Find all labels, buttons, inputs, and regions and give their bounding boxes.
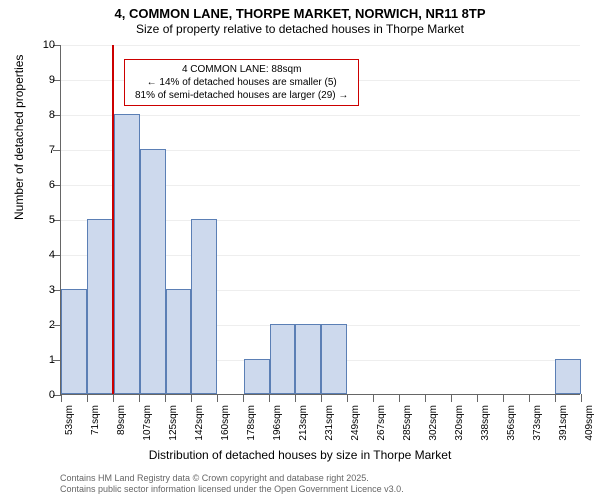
x-tick [321,394,322,402]
x-tick-label: 196sqm [272,405,283,441]
x-tick [61,394,62,402]
x-tick [295,394,296,402]
x-tick [581,394,582,402]
x-tick [269,394,270,402]
attribution: Contains HM Land Registry data © Crown c… [60,473,404,496]
x-tick [217,394,218,402]
x-tick-label: 89sqm [116,405,127,435]
histogram-bar [321,324,347,394]
x-tick-label: 338sqm [480,405,491,441]
x-tick-label: 249sqm [350,405,361,441]
x-tick-label: 302sqm [428,405,439,441]
y-axis-title: Number of detached properties [12,55,26,220]
x-tick [425,394,426,402]
x-tick [139,394,140,402]
annotation-line2: ← 14% of detached houses are smaller (5) [131,76,352,89]
y-tick-label: 7 [25,144,55,156]
x-tick-label: 320sqm [454,405,465,441]
annotation-line1: 4 COMMON LANE: 88sqm [131,63,352,76]
x-tick-label: 142sqm [194,405,205,441]
x-tick-label: 409sqm [584,405,595,441]
y-tick-label: 9 [25,74,55,86]
y-tick-label: 5 [25,214,55,226]
histogram-bar [61,289,87,394]
histogram-bar [114,114,140,394]
x-tick [477,394,478,402]
x-tick-label: 267sqm [376,405,387,441]
histogram-bar [191,219,217,394]
x-tick-label: 53sqm [64,405,75,435]
y-tick-label: 2 [25,319,55,331]
x-tick [529,394,530,402]
chart-title: 4, COMMON LANE, THORPE MARKET, NORWICH, … [0,6,600,21]
histogram-bar [140,149,166,394]
chart-container: 4, COMMON LANE, THORPE MARKET, NORWICH, … [0,0,600,500]
x-tick [373,394,374,402]
x-tick [503,394,504,402]
y-tick-label: 3 [25,284,55,296]
x-tick-label: 285sqm [402,405,413,441]
histogram-bar [270,324,295,394]
histogram-bar [87,219,113,394]
x-tick [555,394,556,402]
y-tick-label: 10 [25,39,55,51]
y-tick-label: 0 [25,389,55,401]
x-tick-label: 231sqm [324,405,335,441]
x-tick-label: 71sqm [90,405,101,435]
annotation-line3: 81% of semi-detached houses are larger (… [131,89,352,102]
x-tick [347,394,348,402]
y-tick-label: 6 [25,179,55,191]
x-tick-label: 160sqm [220,405,231,441]
y-tick-label: 8 [25,109,55,121]
histogram-bar [244,359,270,394]
x-tick-label: 391sqm [558,405,569,441]
x-tick [191,394,192,402]
x-tick-label: 178sqm [246,405,257,441]
x-axis-title: Distribution of detached houses by size … [0,448,600,462]
gridline [61,45,580,46]
x-tick [113,394,114,402]
histogram-bar [295,324,321,394]
x-tick-label: 373sqm [532,405,543,441]
attribution-line2: Contains public sector information licen… [60,484,404,496]
x-tick-label: 107sqm [142,405,153,441]
x-tick-label: 356sqm [506,405,517,441]
x-tick-label: 213sqm [298,405,309,441]
histogram-bar [166,289,191,394]
x-tick [451,394,452,402]
y-tick-label: 1 [25,354,55,366]
y-tick-label: 4 [25,249,55,261]
marker-line [112,45,114,394]
x-tick [243,394,244,402]
x-tick [165,394,166,402]
x-tick [399,394,400,402]
plot-area: 4 COMMON LANE: 88sqm← 14% of detached ho… [60,45,580,395]
annotation-box: 4 COMMON LANE: 88sqm← 14% of detached ho… [124,59,359,106]
x-tick [87,394,88,402]
histogram-bar [555,359,581,394]
chart-subtitle: Size of property relative to detached ho… [0,22,600,36]
attribution-line1: Contains HM Land Registry data © Crown c… [60,473,404,485]
x-tick-label: 125sqm [168,405,179,441]
